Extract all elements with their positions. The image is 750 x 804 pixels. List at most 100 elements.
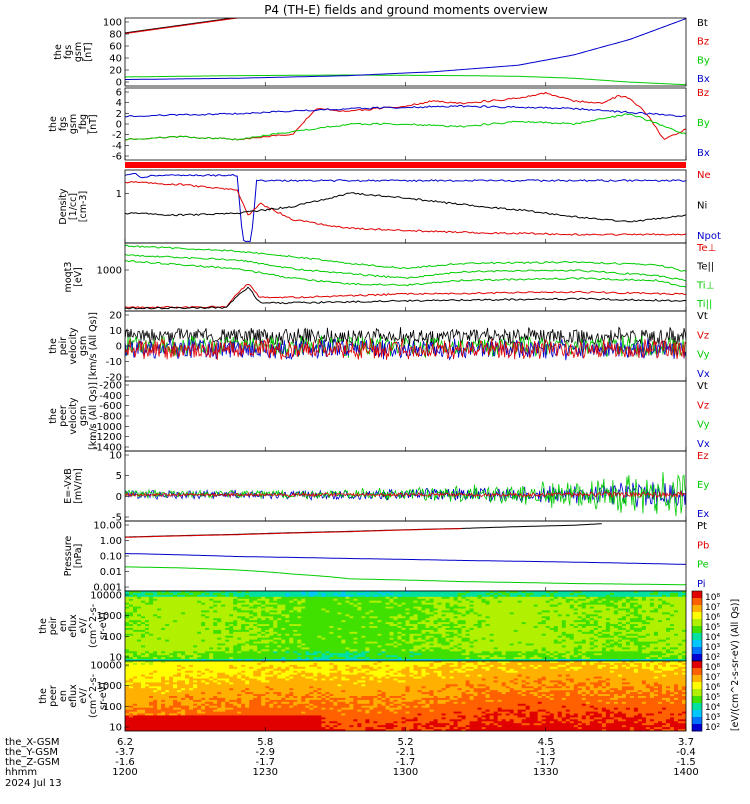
y-tick-label: 1 (116, 189, 122, 200)
colorbar-tick-label: 10³ (705, 643, 720, 653)
y-tick-label: 10 (109, 326, 122, 337)
colorbar-tick-label: 10⁶ (705, 613, 720, 623)
legend-item: Pt (697, 521, 707, 532)
y-tick-label: 0.10 (100, 552, 122, 563)
legend-item: Bx (697, 74, 710, 85)
y-axis: 1000 (97, 266, 129, 277)
y-axis-label: Density[1/cc][cm-3] (58, 188, 89, 224)
y-label-line: sr-eV) (98, 682, 109, 710)
legend: Bz By Bx (697, 88, 710, 159)
series-group (125, 17, 686, 84)
panel-frame (125, 381, 686, 451)
colorbar-tick-label: 10⁸ (705, 593, 720, 603)
legend-item: Vt (697, 381, 708, 392)
y-tick-label: 10000 (90, 661, 122, 672)
spectrogram (125, 591, 687, 662)
colorbar-tick-label: 10⁴ (705, 633, 720, 643)
series-group (125, 524, 686, 585)
y-tick-label: 1.00 (100, 536, 122, 547)
y-tick-label: -6 (112, 152, 122, 163)
y-tick-label: 2 (116, 109, 122, 120)
footer-value: 1300 (393, 767, 418, 778)
y-label-line: [nT] (83, 42, 94, 61)
colorbar-tick-label: 10⁵ (705, 623, 720, 633)
colorbar-tick-label: 10⁴ (705, 703, 720, 713)
legend-item: Ex (697, 509, 709, 520)
series-line-pe (125, 567, 686, 585)
series-line-bx (125, 105, 686, 116)
legend-item: Bz (697, 37, 709, 48)
y-tick-label: 80 (109, 30, 122, 41)
colorbar-tick-label: 10⁶ (705, 683, 720, 693)
colorbar-tick-label: 10⁵ (705, 693, 720, 703)
y-tick-label: 60 (109, 42, 122, 53)
y-tick-label: 5 (116, 471, 122, 482)
legend-item: Vz (697, 330, 709, 341)
legend-item: Vy (697, 420, 710, 431)
colorbar-tick-label: 10² (705, 653, 720, 663)
y-tick-label: 10 (109, 451, 122, 462)
series-line-vx (125, 339, 686, 361)
panel-frame (125, 170, 686, 243)
legend-item: Pi (697, 579, 706, 590)
legend-item: Bx (697, 148, 710, 159)
y-label-line: [km/s (All Qs)] (88, 382, 99, 450)
colorbar-tick-label: 10⁷ (705, 673, 720, 683)
y-tick-label: 20 (109, 66, 122, 77)
legend-item: Ne (697, 170, 711, 181)
series-line-pi (125, 554, 686, 565)
series-group (125, 245, 686, 309)
y-tick-label: 4 (116, 98, 122, 109)
legend-item: Vx (697, 369, 710, 380)
y-tick-label: -4 (112, 141, 122, 152)
series-group (125, 327, 686, 360)
y-tick-label: 100 (103, 18, 122, 29)
series-line-by (125, 114, 686, 140)
y-tick-label: 0 (116, 342, 122, 353)
legend-item: Bz (697, 88, 709, 99)
legend: Ne Ni Npot (697, 170, 721, 242)
series-line-ti (125, 261, 686, 287)
legend-item: Vx (697, 439, 710, 450)
spectrogram (125, 661, 687, 732)
colorbar-tick-label: 10² (705, 723, 720, 733)
y-tick-label: 6 (116, 88, 122, 99)
y-label-line: [nPa] (73, 544, 84, 569)
legend-item: By (697, 118, 710, 129)
flag-bar (125, 162, 686, 168)
y-tick-label: 10 (109, 723, 122, 734)
y-tick-label: 0 (116, 492, 122, 503)
legend-item: Te|| (696, 262, 714, 273)
colorbar-title: [eV/(cm^2-s-sr-eV) (All Qs)] (730, 599, 741, 731)
legend-item: Pe (697, 560, 709, 571)
y-axis: 1 (116, 189, 129, 200)
y-tick-label: -2 (112, 130, 122, 141)
legend-item: Bt (697, 18, 708, 29)
panel-8: PtPbPePi10.001.000.100.010.001Pressure[n… (63, 521, 709, 594)
series-line-bt (125, 17, 237, 33)
y-tick-label: 20 (109, 311, 122, 322)
y-axis: 10.001.000.100.010.001 (93, 521, 129, 594)
series-line-ni (125, 193, 686, 222)
y-label-line: sr-eV) (98, 612, 109, 640)
legend-item: Npot (697, 231, 721, 242)
legend-item: Vy (697, 350, 710, 361)
legend-item: Ni (697, 201, 707, 212)
y-label-line: [cm-3] (78, 191, 89, 222)
